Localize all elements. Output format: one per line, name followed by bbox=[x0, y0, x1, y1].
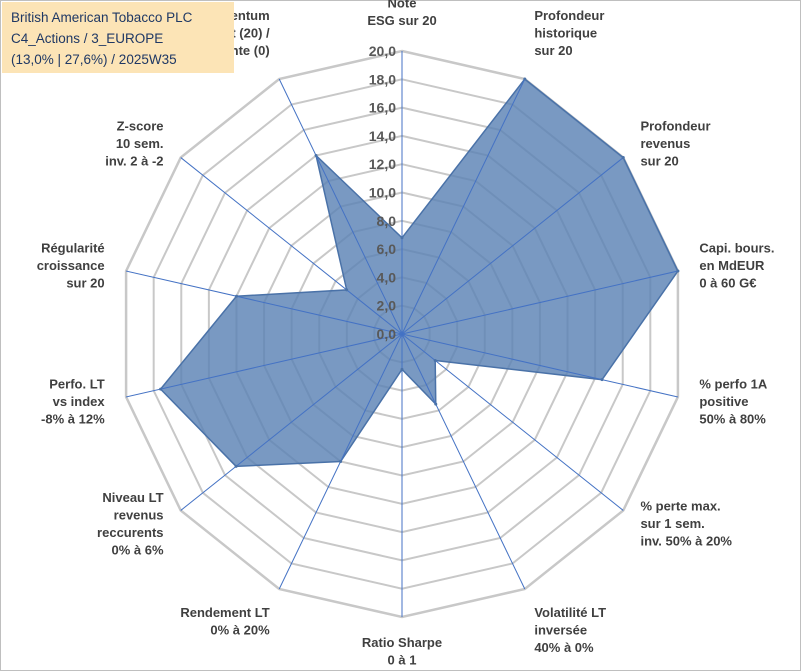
chart-title-box: British American Tobacco PLC C4_Actions … bbox=[2, 2, 234, 73]
tick-label-2: 4,0 bbox=[377, 269, 397, 285]
tick-label-4: 8,0 bbox=[377, 213, 397, 229]
axis-label-5: % perte max. sur 1 sem. inv. 50% à 20% bbox=[640, 499, 732, 549]
axis-spoke-4 bbox=[401, 333, 679, 398]
data-point-12 bbox=[345, 288, 349, 292]
tick-label-7: 14,0 bbox=[369, 128, 396, 144]
data-point-11 bbox=[234, 294, 238, 298]
axis-label-8: Rendement LT 0% à 20% bbox=[180, 605, 270, 638]
data-point-0 bbox=[400, 236, 404, 240]
title-line-period: (13,0% | 27,6%) / 2025W35 bbox=[11, 52, 177, 67]
data-point-7 bbox=[400, 367, 404, 371]
tick-label-9: 18,0 bbox=[369, 71, 396, 87]
data-point-10 bbox=[159, 387, 163, 391]
tick-label-3: 6,0 bbox=[377, 241, 397, 257]
tick-label-10: 20,0 bbox=[369, 43, 396, 59]
axis-spoke-11 bbox=[125, 270, 403, 335]
axis-label-9: Niveau LT revenus reccurents 0% à 6% bbox=[97, 490, 164, 558]
tick-label-0: 0,0 bbox=[377, 326, 397, 342]
axis-label-4: % perfo 1A positive 50% à 80% bbox=[699, 376, 768, 426]
data-point-1 bbox=[523, 77, 527, 81]
title-line-category: C4_Actions / 3_EUROPE bbox=[11, 31, 164, 46]
data-point-4 bbox=[600, 378, 604, 382]
axis-spoke-13 bbox=[278, 78, 403, 335]
axis-spoke-9 bbox=[180, 333, 403, 511]
axis-spoke-1 bbox=[401, 78, 526, 335]
axis-label-11: Régularité croissance sur 20 bbox=[37, 241, 105, 291]
data-point-13 bbox=[314, 154, 318, 158]
data-point-2 bbox=[621, 156, 625, 160]
tick-label-1: 2,0 bbox=[377, 298, 397, 314]
axis-spoke-12 bbox=[180, 157, 403, 335]
data-point-9 bbox=[234, 464, 238, 468]
axis-spoke-5 bbox=[401, 333, 624, 511]
axis-label-7: Ratio Sharpe 0 à 1 bbox=[362, 635, 442, 668]
data-point-5 bbox=[433, 358, 437, 362]
axis-label-1: Profondeur historique sur 20 bbox=[534, 8, 604, 58]
axis-spoke-6 bbox=[401, 333, 526, 590]
data-point-6 bbox=[434, 402, 438, 406]
data-point-3 bbox=[676, 269, 680, 273]
axis-label-2: Profondeur revenus sur 20 bbox=[640, 118, 710, 168]
tick-label-8: 16,0 bbox=[369, 100, 396, 116]
tick-label-6: 12,0 bbox=[369, 156, 396, 172]
tick-label-5: 10,0 bbox=[369, 185, 396, 201]
axis-spoke-3 bbox=[401, 270, 679, 335]
axis-label-6: Volatilité LT inversée 40% à 0% bbox=[534, 605, 606, 655]
title-line-company: British American Tobacco PLC bbox=[11, 10, 193, 25]
axis-label-10: Perfo. LT vs index -8% à 12% bbox=[41, 376, 105, 426]
series-area bbox=[159, 77, 679, 468]
axis-label-0: Note ESG sur 20 bbox=[367, 0, 436, 28]
axis-label-3: Capi. bours. en MdEUR 0 à 60 G€ bbox=[699, 241, 774, 291]
axis-label-12: Z-score 10 sem. inv. 2 à -2 bbox=[105, 118, 163, 168]
axis-spoke-10 bbox=[125, 333, 403, 398]
axis-spoke-2 bbox=[401, 157, 624, 335]
data-point-8 bbox=[339, 459, 343, 463]
